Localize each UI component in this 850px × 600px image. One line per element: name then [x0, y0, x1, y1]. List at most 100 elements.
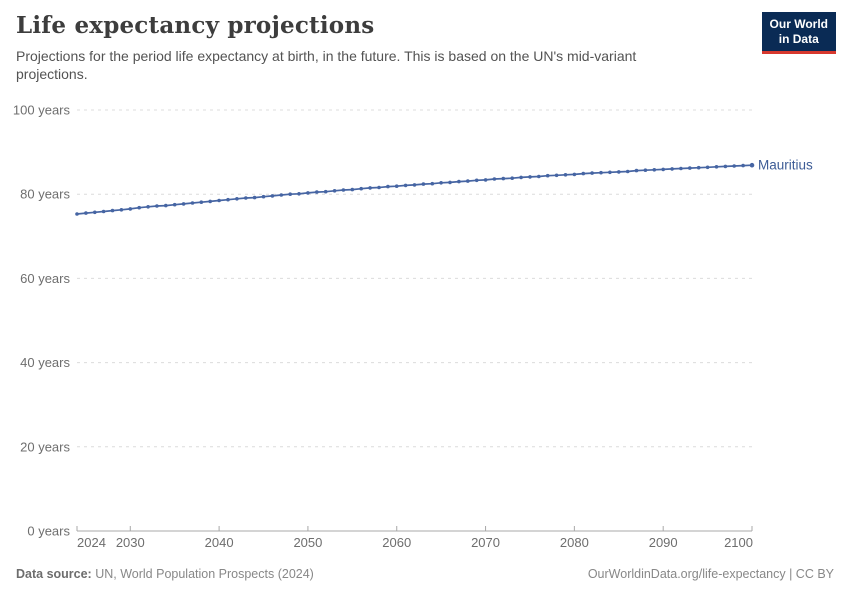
data-point[interactable]: [545, 173, 550, 178]
data-point[interactable]: [199, 200, 204, 204]
chart-plot-area[interactable]: 0 years 20 years 40 years 60 years 80 years 1…: [0, 100, 850, 560]
data-point[interactable]: [581, 171, 586, 176]
data-point[interactable]: [315, 190, 319, 194]
x-tick-label: 2090: [649, 535, 678, 550]
data-point[interactable]: [732, 164, 736, 168]
x-tick-label: 2024: [77, 535, 106, 550]
x-tick-label: 2040: [205, 535, 234, 550]
data-point[interactable]: [235, 197, 239, 201]
x-tick-label: 2070: [471, 535, 500, 550]
data-point[interactable]: [155, 204, 159, 208]
chart-header: Life expectancy projections Projections …: [16, 12, 750, 84]
owid-logo-line2: in Data: [778, 32, 819, 46]
data-point[interactable]: [164, 203, 168, 208]
data-point[interactable]: [146, 205, 150, 209]
data-point[interactable]: [741, 163, 745, 168]
data-point[interactable]: [643, 168, 648, 172]
data-point[interactable]: [688, 166, 692, 170]
data-point[interactable]: [386, 184, 390, 189]
data-point[interactable]: [394, 184, 399, 188]
data-point[interactable]: [101, 209, 106, 214]
y-tick-label: 0 years: [27, 524, 70, 539]
data-point[interactable]: [714, 165, 719, 169]
data-point[interactable]: [377, 185, 381, 190]
data-point[interactable]: [661, 167, 665, 172]
series-line-mauritius[interactable]: [76, 164, 753, 215]
x-tick-label: 2080: [560, 535, 589, 550]
data-point[interactable]: [430, 181, 435, 186]
data-point[interactable]: [261, 194, 266, 199]
chart-subtitle: Projections for the period life expectan…: [16, 48, 637, 83]
data-point[interactable]: [119, 208, 124, 212]
data-point[interactable]: [93, 210, 97, 215]
data-point[interactable]: [181, 202, 186, 206]
data-point[interactable]: [617, 170, 621, 174]
data-point[interactable]: [590, 171, 594, 175]
data-point[interactable]: [84, 211, 88, 215]
data-point[interactable]: [696, 165, 701, 170]
line-chart[interactable]: 0 years 20 years 40 years 60 years 80 years 1…: [0, 100, 850, 560]
data-point[interactable]: [323, 189, 328, 194]
data-point[interactable]: [749, 162, 755, 168]
data-point[interactable]: [519, 175, 523, 180]
data-point[interactable]: [279, 193, 284, 197]
data-point[interactable]: [723, 164, 728, 169]
data-point[interactable]: [421, 182, 426, 186]
data-point[interactable]: [634, 168, 639, 173]
data-point[interactable]: [244, 196, 248, 200]
y-tick-label: 60 years: [20, 271, 70, 286]
data-point[interactable]: [226, 197, 230, 202]
y-tick-label: 40 years: [20, 355, 70, 370]
owid-url-license-link[interactable]: OurWorldinData.org/life-expectancy | CC …: [587, 567, 834, 581]
data-point[interactable]: [599, 170, 603, 175]
data-point[interactable]: [288, 192, 293, 196]
data-point[interactable]: [483, 178, 488, 182]
data-point[interactable]: [217, 198, 221, 203]
data-point[interactable]: [652, 168, 657, 172]
data-point[interactable]: [572, 172, 577, 177]
data-point[interactable]: [359, 186, 364, 191]
data-point[interactable]: [137, 205, 141, 210]
data-point[interactable]: [270, 194, 275, 198]
data-point[interactable]: [368, 186, 372, 190]
data-point[interactable]: [457, 179, 461, 184]
data-point[interactable]: [448, 180, 452, 185]
data-point[interactable]: [332, 189, 337, 193]
data-point[interactable]: [75, 212, 79, 216]
data-point[interactable]: [528, 175, 532, 179]
data-point[interactable]: [563, 173, 568, 177]
data-point[interactable]: [110, 208, 115, 213]
x-tick-label: 2050: [293, 535, 322, 550]
data-point[interactable]: [608, 170, 612, 175]
data-point[interactable]: [510, 176, 514, 180]
data-point[interactable]: [190, 201, 195, 205]
data-point[interactable]: [679, 166, 683, 171]
data-source-label: Data source:: [16, 567, 92, 581]
x-tick-label: 2100: [724, 535, 753, 550]
y-tick-label: 80 years: [20, 187, 70, 202]
data-point[interactable]: [412, 183, 417, 187]
data-point[interactable]: [252, 195, 257, 200]
data-point[interactable]: [474, 178, 479, 183]
data-point[interactable]: [208, 199, 212, 204]
data-point[interactable]: [554, 173, 559, 178]
owid-logo[interactable]: Our World in Data: [761, 12, 836, 54]
data-point[interactable]: [705, 165, 710, 170]
data-point[interactable]: [625, 169, 630, 174]
series-label-mauritius[interactable]: Mauritius: [758, 158, 813, 173]
data-point[interactable]: [306, 191, 310, 195]
y-tick-label: 20 years: [20, 439, 70, 454]
data-point[interactable]: [439, 181, 443, 185]
data-point[interactable]: [341, 188, 346, 192]
data-point[interactable]: [492, 177, 497, 181]
data-point[interactable]: [670, 167, 674, 171]
data-point[interactable]: [128, 207, 133, 211]
data-point[interactable]: [172, 202, 177, 207]
x-tick-label: 2030: [116, 535, 145, 550]
data-point[interactable]: [466, 179, 470, 183]
data-point[interactable]: [350, 187, 355, 192]
data-point[interactable]: [537, 174, 541, 179]
data-point[interactable]: [501, 176, 506, 181]
data-point[interactable]: [297, 192, 301, 196]
data-point[interactable]: [403, 183, 408, 188]
